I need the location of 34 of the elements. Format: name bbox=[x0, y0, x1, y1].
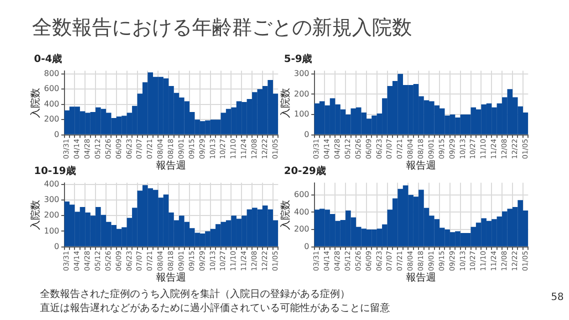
y-tick-label: 600 bbox=[44, 84, 60, 94]
chart-title: 20-29歳 bbox=[284, 164, 326, 178]
text: 58 bbox=[551, 292, 564, 303]
y-tick-label: 200 bbox=[44, 114, 60, 124]
y-tick-label: 0 bbox=[54, 130, 60, 139]
y-tick-label: 300 bbox=[44, 195, 60, 204]
x-axis-title: 報告週 bbox=[406, 272, 436, 284]
y-tick-label: 0 bbox=[304, 130, 310, 139]
x-axis-title: 報告週 bbox=[406, 160, 436, 172]
y-tick-label: 600 bbox=[294, 190, 310, 199]
y-tick-label: 400 bbox=[44, 99, 60, 108]
text: 全数報告された症例のうち入院例を集計（入院日の登録がある症例） bbox=[40, 288, 351, 302]
y-tick-label: 400 bbox=[44, 179, 60, 188]
y-tick-label: 100 bbox=[294, 110, 310, 119]
chart-title: 0-4歳 bbox=[34, 52, 62, 66]
y-axis-title: 入院数 bbox=[280, 200, 292, 230]
y-tick-label: 0 bbox=[54, 242, 60, 251]
x-axis-title: 報告週 bbox=[156, 160, 186, 172]
y-tick-label: 200 bbox=[44, 210, 60, 220]
y-tick-label: 100 bbox=[44, 226, 60, 236]
chart-title: 10-19歳 bbox=[34, 164, 76, 178]
y-tick-label: 200 bbox=[294, 89, 310, 98]
y-axis-title: 入院数 bbox=[280, 88, 292, 118]
y-tick-label: 200 bbox=[294, 224, 310, 234]
y-tick-label: 0 bbox=[304, 242, 310, 251]
y-tick-label: 800 bbox=[44, 68, 60, 78]
y-tick-label: 300 bbox=[294, 68, 310, 78]
y-axis-title: 入院数 bbox=[30, 200, 42, 230]
chart-subtitle: 全数報告における年齢群ごとの新規入院数 bbox=[32, 14, 412, 41]
y-axis-title: 入院数 bbox=[30, 88, 42, 118]
text: 直近は報告遅れなどがあるために過小評価されている可能性があることに留意 bbox=[40, 302, 390, 316]
chart-title: 5-9歳 bbox=[284, 52, 312, 66]
x-axis-title: 報告週 bbox=[156, 272, 186, 284]
y-tick-label: 400 bbox=[294, 207, 310, 216]
